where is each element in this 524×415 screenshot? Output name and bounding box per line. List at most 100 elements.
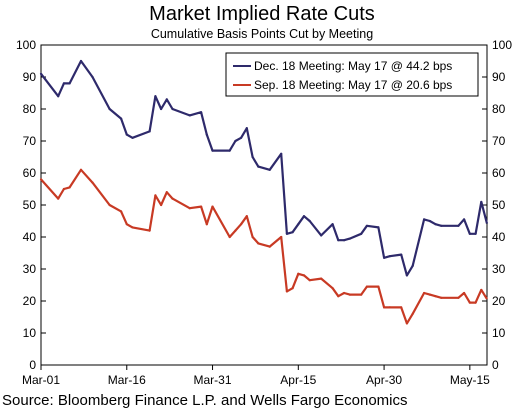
data-point [308,279,311,282]
data-point [125,133,128,136]
series-tail [480,201,489,224]
data-point [39,178,43,181]
y-tick-label-left: 20 [23,294,37,308]
legend: Dec. 18 Meeting: May 17 @ 44.2 bps Sep. … [225,52,479,97]
series-tail [480,289,488,300]
data-point [200,205,203,208]
data-point [79,59,83,63]
y-tick-label-right: 50 [492,198,506,212]
data-point [188,114,191,117]
data-point [411,312,414,315]
data-point [268,168,271,171]
data-point [291,287,294,290]
data-point [165,191,168,194]
x-tick-label: Mar-16 [108,373,146,387]
legend-box [225,52,479,97]
data-point [148,130,151,133]
data-point [343,239,346,242]
series-line [40,168,483,325]
chart-title: Market Implied Rate Cuts [149,3,375,25]
x-tick-label: Mar-31 [194,373,232,387]
y-tick-label-right: 90 [492,70,506,84]
y-tick-label-right: 30 [492,262,506,276]
data-point [440,296,443,299]
y-tick-label-left: 100 [16,38,36,52]
data-point [68,82,71,85]
data-point [91,181,94,184]
data-point [360,293,363,296]
data-point [463,291,466,295]
data-point [365,285,368,288]
data-point [337,239,340,242]
data-point [39,72,43,75]
data-point [240,223,243,226]
data-point [245,215,248,218]
data-point [160,203,163,207]
data-point [154,95,157,98]
data-point [57,197,60,200]
data-point [308,219,311,223]
data-point [291,231,294,234]
data-point [251,235,254,239]
data-point [108,107,111,111]
y-tick-label-left: 50 [23,198,37,212]
data-point [188,207,191,210]
x-tick-label: Apr-30 [366,373,402,387]
y-tick-label-right: 60 [492,166,506,180]
data-point [211,149,214,152]
data-point [57,95,60,98]
x-tick-label: Mar-01 [22,373,60,387]
data-point [228,235,231,239]
data-point [62,82,65,85]
y-tick-label-right: 40 [492,230,506,244]
data-point [348,237,351,240]
data-point [280,235,283,239]
y-tick-label-right: 10 [492,326,506,340]
data-point [120,117,123,120]
data-point [440,224,443,227]
y-tick-label-left: 30 [23,262,37,276]
data-point [400,253,403,256]
data-point [423,218,426,221]
data-point [383,256,386,259]
data-point [411,264,414,267]
data-point [171,197,174,200]
data-point [320,234,323,237]
data-point [211,205,214,208]
data-point [228,149,231,152]
y-tick-label-left: 80 [23,102,37,116]
y-tick-label-right: 100 [492,38,512,52]
legend-label-dec: Dec. 18 Meeting: May 17 @ 44.2 bps [254,59,452,73]
y-tick-label-left: 10 [23,326,37,340]
data-point [120,210,123,213]
data-point [285,232,288,235]
data-point [68,186,71,189]
x-tick-label: May-15 [450,373,490,387]
data-point [377,226,380,229]
data-point [257,165,260,168]
data-point [331,223,334,226]
data-point [468,232,471,235]
y-tick-label-right: 70 [492,134,506,148]
y-tick-label-right: 80 [492,102,506,116]
data-point [171,107,174,111]
data-point [383,306,386,309]
data-point [457,224,460,227]
data-point [297,223,300,226]
data-point [423,291,426,295]
data-point [320,277,323,280]
data-point [388,306,391,309]
y-tick-label-right: 0 [492,358,499,372]
data-point [280,152,283,155]
series-dec-18-meeting [39,59,489,277]
data-point [474,301,477,304]
data-point [245,127,248,130]
data-point [428,219,431,223]
data-point [62,187,65,191]
data-point [405,274,408,277]
y-tick-label-left: 0 [29,358,36,372]
x-tick-label: Apr-15 [280,373,316,387]
data-point [79,168,83,171]
data-point [377,285,380,288]
